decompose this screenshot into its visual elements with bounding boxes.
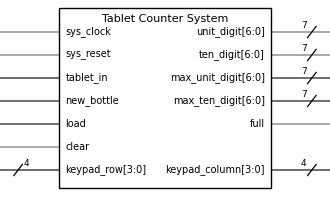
- Text: sys_clock: sys_clock: [65, 27, 111, 37]
- Text: new_bottle: new_bottle: [65, 96, 119, 106]
- Text: tablet_in: tablet_in: [65, 73, 108, 83]
- Text: max_unit_digit[6:0]: max_unit_digit[6:0]: [170, 73, 265, 83]
- Text: unit_digit[6:0]: unit_digit[6:0]: [196, 27, 265, 37]
- Bar: [59, 8, 271, 188]
- Text: max_ten_digit[6:0]: max_ten_digit[6:0]: [173, 96, 265, 106]
- Text: 7: 7: [301, 67, 307, 76]
- Text: 7: 7: [301, 21, 307, 30]
- Text: keypad_row[3:0]: keypad_row[3:0]: [65, 165, 147, 175]
- Text: 4: 4: [301, 159, 307, 168]
- Text: Tablet Counter System: Tablet Counter System: [102, 14, 228, 24]
- Text: 7: 7: [301, 44, 307, 53]
- Text: sys_reset: sys_reset: [65, 50, 111, 60]
- Text: keypad_column[3:0]: keypad_column[3:0]: [165, 165, 265, 175]
- Text: 7: 7: [301, 90, 307, 99]
- Text: ten_digit[6:0]: ten_digit[6:0]: [199, 50, 265, 60]
- Text: load: load: [65, 119, 86, 129]
- Text: 4: 4: [23, 159, 29, 168]
- Text: clear: clear: [65, 142, 89, 152]
- Text: full: full: [249, 119, 265, 129]
